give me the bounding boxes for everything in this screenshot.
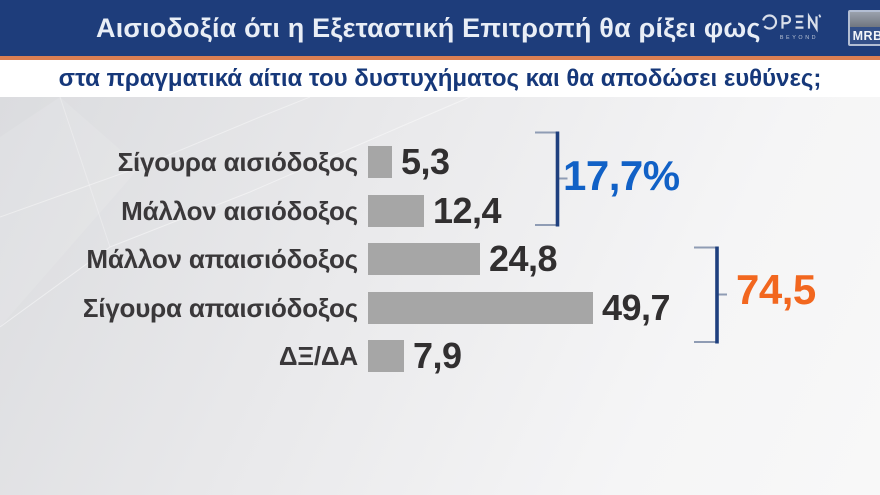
mrb-logo-top	[849, 12, 880, 27]
category-label: Μάλλον απαισιόδοξος	[86, 243, 358, 274]
header-bar: Αισιοδοξία ότι η Εξεταστική Επιτροπή θα …	[0, 0, 880, 56]
bar-chart: Σίγουρα αισιόδοξος 5,3 Μάλλον αισιόδοξος…	[0, 97, 880, 495]
category-label: Μάλλον αισιόδοξος	[121, 195, 358, 226]
value-label: 49,7	[602, 287, 671, 328]
group-bracket-pessimistic	[694, 246, 727, 344]
bar	[368, 340, 404, 372]
mrb-logo-icon: MRB	[847, 10, 880, 46]
category-label: Σίγουρα απαισιόδοξος	[82, 292, 358, 323]
background-facets	[0, 97, 471, 328]
header-separator	[0, 56, 880, 60]
open-channel-logo-icon: BEYOND	[761, 12, 821, 41]
chart-row: Μάλλον αισιόδοξος 12,4	[0, 190, 501, 231]
category-label: Σίγουρα αισιόδοξος	[117, 146, 359, 177]
group-bracket-optimistic	[535, 131, 568, 227]
chart-row: Σίγουρα αισιόδοξος 5,3	[0, 141, 450, 182]
page-title: Αισιοδοξία ότι η Εξεταστική Επιτροπή θα …	[96, 12, 761, 43]
value-label: 7,9	[413, 335, 462, 376]
chart-row: ΔΞ/ΔΑ 7,9	[0, 335, 462, 376]
header-logos: BEYOND MRB	[761, 10, 880, 46]
subtitle: στα πραγματικά αίτια του δυστυχήματος κα…	[58, 64, 822, 92]
mrb-logo-label: MRB	[849, 27, 880, 44]
bar	[368, 243, 480, 275]
value-label: 5,3	[401, 141, 450, 182]
subtitle-strip: στα πραγματικά αίτια του δυστυχήματος κα…	[0, 60, 880, 97]
chart-row: Σίγουρα απαισιόδοξος 49,7	[0, 287, 671, 328]
value-label: 12,4	[433, 190, 502, 231]
group-total-optimistic: 17,7%	[563, 152, 680, 199]
chart-row: Μάλλον απαισιόδοξος 24,8	[0, 238, 557, 279]
group-total-pessimistic: 74,5	[736, 266, 816, 313]
open-logo-tagline: BEYOND	[779, 35, 817, 41]
value-label: 24,8	[489, 238, 558, 279]
bar	[368, 292, 593, 324]
bar	[368, 195, 424, 227]
category-label: ΔΞ/ΔΑ	[278, 340, 358, 371]
bar	[368, 146, 392, 178]
